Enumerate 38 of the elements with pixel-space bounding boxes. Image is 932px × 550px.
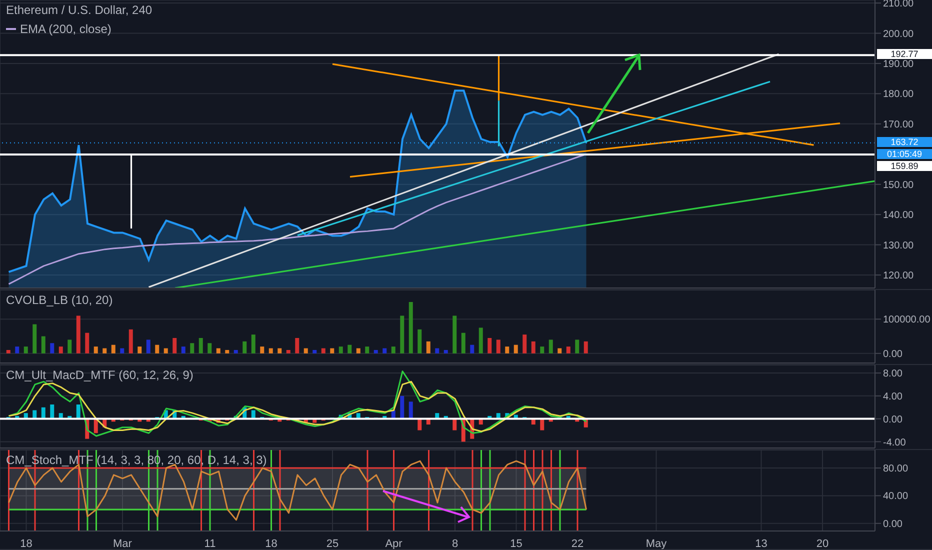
y-tick-label: 190.00 bbox=[883, 59, 914, 70]
y-tick-label: 150.00 bbox=[883, 180, 914, 191]
x-tick-label: 25 bbox=[326, 538, 339, 550]
chart-title: CVOLB_LB (10, 20) bbox=[6, 292, 113, 308]
chart-title: CM_Ult_MacD_MTF (60, 12, 26, 9) bbox=[6, 367, 194, 383]
y-tick-label: 210.00 bbox=[883, 0, 914, 10]
y-tick-label: 130.00 bbox=[883, 240, 914, 252]
y-tick-label: 0.00 bbox=[883, 518, 903, 530]
y-tick-label: 200.00 bbox=[883, 28, 914, 40]
x-tick-label: 8 bbox=[452, 538, 458, 550]
legend-label: EMA (200, close) bbox=[20, 21, 112, 37]
ref-line-label: 163.72 bbox=[877, 136, 932, 147]
x-tick-label: 18 bbox=[20, 538, 32, 550]
y-tick-label: 0.00 bbox=[883, 348, 903, 360]
x-tick-label: May bbox=[646, 538, 668, 550]
ref-line-label: 159.89 bbox=[877, 160, 932, 171]
y-tick-label: 120.00 bbox=[883, 270, 914, 282]
y-tick-label: 80.00 bbox=[883, 464, 908, 475]
chart-title: Ethereum / U.S. Dollar, 240 bbox=[6, 2, 152, 18]
y-tick-label: 40.00 bbox=[883, 491, 908, 502]
x-tick-label: 18 bbox=[265, 538, 278, 550]
y-tick-label: -4.00 bbox=[883, 437, 906, 448]
x-tick-label: Mar bbox=[113, 538, 132, 550]
text: 01:05:49 bbox=[877, 148, 932, 159]
y-tick-label: 170.00 bbox=[883, 119, 914, 130]
x-tick-label: Apr bbox=[385, 538, 403, 550]
x-tick-label: 15 bbox=[510, 538, 522, 550]
ref-line-label: 192.77 bbox=[877, 49, 932, 60]
x-tick-label: 20 bbox=[816, 538, 829, 550]
x-tick-label: 13 bbox=[755, 538, 768, 550]
x-tick-label: 11 bbox=[204, 538, 216, 550]
y-tick-label: 140.00 bbox=[883, 210, 914, 222]
y-tick-label: 180.00 bbox=[883, 89, 914, 100]
y-tick-label: 8.00 bbox=[883, 368, 903, 380]
x-tick-label: 22 bbox=[571, 538, 584, 550]
y-tick-label: 0.00 bbox=[883, 414, 903, 426]
y-tick-label: 100000.00 bbox=[883, 314, 931, 326]
y-tick-label: 4.00 bbox=[883, 391, 903, 402]
